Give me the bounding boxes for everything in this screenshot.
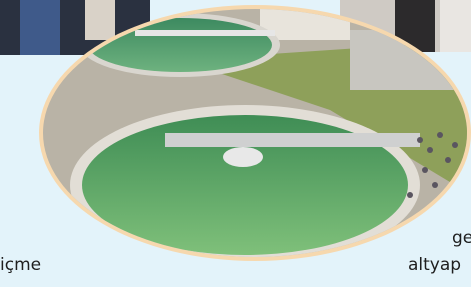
text-fragment: ge bbox=[452, 228, 471, 248]
page: ge altyap içme bbox=[0, 0, 471, 287]
text-fragment: altyap bbox=[408, 255, 461, 275]
text-fragment: içme bbox=[0, 255, 41, 275]
